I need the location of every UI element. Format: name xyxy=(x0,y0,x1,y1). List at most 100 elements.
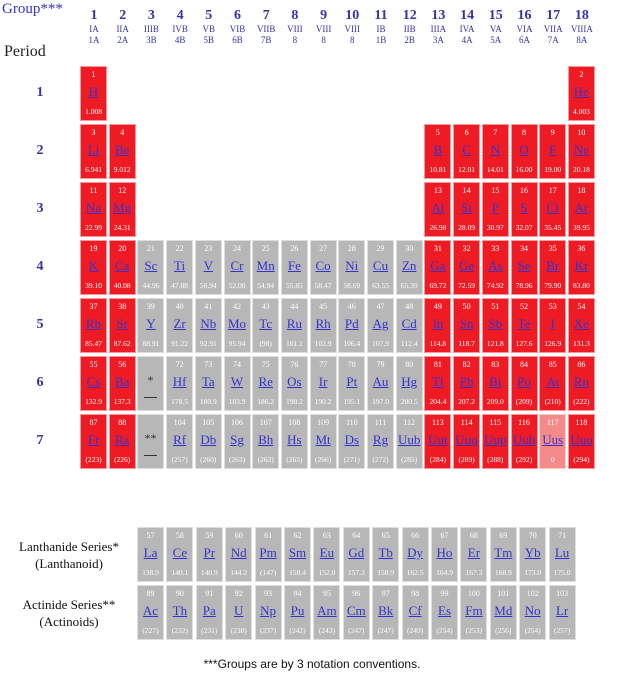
element-cell[interactable]: 96 Cm (247) xyxy=(342,585,370,640)
element-symbol-link[interactable]: K xyxy=(88,258,99,273)
element-cell[interactable]: 112 Uub (285) xyxy=(395,414,423,469)
element-cell[interactable]: 90 Th (232) xyxy=(166,585,194,640)
element-symbol-link[interactable]: Uus xyxy=(542,432,564,447)
element-symbol-link[interactable]: Bh xyxy=(258,432,274,447)
element-symbol-link[interactable]: Cf xyxy=(408,603,422,618)
element-symbol-link[interactable]: Cs xyxy=(86,374,101,389)
element-symbol-link[interactable]: Fe xyxy=(287,258,301,273)
element-cell[interactable]: 17 Cl 35.45 xyxy=(539,182,567,237)
element-symbol-link[interactable]: Ds xyxy=(344,432,360,447)
element-cell[interactable]: 99 Es (254) xyxy=(431,585,458,640)
element-cell[interactable]: 46 Pd 106.4 xyxy=(338,298,366,353)
element-cell[interactable]: 14 Si 28.09 xyxy=(453,182,481,237)
element-cell[interactable]: 64 Gd 157.3 xyxy=(342,527,370,582)
element-cell[interactable]: 92 U (238) xyxy=(225,585,253,640)
element-symbol-link[interactable]: Ru xyxy=(286,316,302,331)
element-symbol-link[interactable]: Mo xyxy=(227,316,247,331)
element-cell[interactable]: 7 N 14.01 xyxy=(481,124,509,179)
element-symbol-link[interactable]: Cd xyxy=(401,316,417,331)
element-cell[interactable]: 27 Co 58.47 xyxy=(309,240,337,295)
element-cell[interactable]: 108 Hs (265) xyxy=(280,414,308,469)
element-cell[interactable]: 83 Bi 209.0 xyxy=(481,356,509,411)
element-cell[interactable]: 10 Ne 20.18 xyxy=(567,124,595,179)
element-symbol-link[interactable]: Ca xyxy=(114,258,130,273)
element-symbol-link[interactable]: Rf xyxy=(173,432,187,447)
element-cell[interactable]: 22 Ti 47.88 xyxy=(166,240,194,295)
element-cell[interactable]: 68 Er 167.3 xyxy=(460,527,488,582)
element-cell[interactable]: 70 Yb 173.0 xyxy=(519,527,547,582)
element-symbol-link[interactable]: Pt xyxy=(346,374,358,389)
element-cell[interactable]: 6 C 12.01 xyxy=(453,124,481,179)
element-cell[interactable]: 78 Pt 195.1 xyxy=(338,356,366,411)
element-cell[interactable]: 116 Uuh (292) xyxy=(510,414,538,469)
element-symbol-link[interactable]: Uup xyxy=(484,432,507,447)
element-cell[interactable]: 39 Y 88.91 xyxy=(137,298,165,353)
element-symbol-link[interactable]: Uuq xyxy=(455,432,478,447)
element-cell[interactable]: 28 Ni 58.69 xyxy=(338,240,366,295)
element-symbol-link[interactable]: Cm xyxy=(346,603,366,618)
element-symbol-link[interactable]: Er xyxy=(467,545,481,560)
element-cell[interactable]: 41 Nb 92.91 xyxy=(194,298,222,353)
element-cell[interactable]: 15 P 30.97 xyxy=(481,182,509,237)
element-symbol-link[interactable]: Ag xyxy=(372,316,389,331)
element-cell[interactable]: 76 Os 190.2 xyxy=(280,356,308,411)
element-symbol-link[interactable]: Ar xyxy=(574,200,589,215)
element-symbol-link[interactable]: Lr xyxy=(555,603,569,618)
element-symbol-link[interactable]: Fr xyxy=(87,432,100,447)
element-symbol-link[interactable]: Br xyxy=(546,258,560,273)
element-symbol-link[interactable]: U xyxy=(233,603,244,618)
element-symbol-link[interactable]: Pm xyxy=(259,545,277,560)
element-cell[interactable]: 62 Sm 150.4 xyxy=(284,527,311,582)
element-symbol-link[interactable]: Nd xyxy=(230,545,247,560)
element-cell[interactable]: 53 I 126.9 xyxy=(539,298,567,353)
element-symbol-link[interactable]: Fm xyxy=(465,603,483,618)
element-cell[interactable]: 66 Dy 162.5 xyxy=(401,527,429,582)
element-symbol-link[interactable]: Ir xyxy=(318,374,328,389)
element-symbol-link[interactable]: Ti xyxy=(174,258,186,273)
element-cell[interactable]: 114 Uuq (289) xyxy=(453,414,481,469)
element-symbol-link[interactable]: Mt xyxy=(315,432,331,447)
element-cell[interactable]: 38 Sr 87.62 xyxy=(108,298,136,353)
element-symbol-link[interactable]: Db xyxy=(200,432,217,447)
element-cell[interactable]: 12 Mg 24.31 xyxy=(108,182,136,237)
element-cell[interactable]: 42 Mo 95.94 xyxy=(223,298,251,353)
element-symbol-link[interactable]: I xyxy=(550,316,555,331)
element-symbol-link[interactable]: Rn xyxy=(573,374,589,389)
element-symbol-link[interactable]: Au xyxy=(372,374,389,389)
element-symbol-link[interactable]: Kr xyxy=(574,258,589,273)
element-symbol-link[interactable]: Zn xyxy=(401,258,417,273)
element-symbol-link[interactable]: Re xyxy=(258,374,273,389)
element-cell[interactable]: 26 Fe 55.85 xyxy=(280,240,308,295)
element-cell[interactable]: 98 Cf (249) xyxy=(401,585,429,640)
element-cell[interactable]: 65 Tb 158.9 xyxy=(372,527,400,582)
element-cell[interactable]: 103 Lr (257) xyxy=(548,585,576,640)
element-cell[interactable]: 110 Ds (271) xyxy=(338,414,366,469)
element-symbol-link[interactable]: At xyxy=(546,374,560,389)
element-symbol-link[interactable]: Xe xyxy=(573,316,589,331)
element-symbol-link[interactable]: Si xyxy=(461,200,473,215)
element-cell[interactable]: 77 Ir 190.2 xyxy=(309,356,337,411)
element-symbol-link[interactable]: Tc xyxy=(259,316,273,331)
element-cell[interactable]: 86 Rn (222) xyxy=(567,356,595,411)
element-cell[interactable]: 89 Ac (227) xyxy=(137,585,164,640)
element-symbol-link[interactable]: Uuh xyxy=(512,432,536,447)
element-symbol-link[interactable]: Pb xyxy=(459,374,474,389)
element-cell[interactable]: 29 Cu 63.55 xyxy=(367,240,394,295)
element-cell[interactable]: 102 No (254) xyxy=(519,585,547,640)
element-cell[interactable]: 101 Md (256) xyxy=(489,585,517,640)
element-cell[interactable]: 54 Xe 131.3 xyxy=(567,298,595,353)
element-symbol-link[interactable]: Hg xyxy=(401,374,418,389)
element-cell[interactable]: 55 Cs 132.9 xyxy=(80,356,107,411)
element-cell[interactable]: 52 Te 127.6 xyxy=(510,298,538,353)
element-cell[interactable]: 2 He 4.003 xyxy=(567,66,595,121)
element-symbol-link[interactable]: F xyxy=(549,142,557,157)
element-symbol-link[interactable]: Tl xyxy=(432,374,444,389)
element-cell[interactable]: 44 Ru 101.1 xyxy=(280,298,308,353)
element-symbol-link[interactable]: P xyxy=(491,200,499,215)
element-cell[interactable]: 94 Pu (242) xyxy=(284,585,311,640)
element-cell[interactable]: 85 At (210) xyxy=(539,356,567,411)
element-cell[interactable]: 32 Ge 72.59 xyxy=(453,240,481,295)
element-symbol-link[interactable]: Zr xyxy=(173,316,186,331)
element-symbol-link[interactable]: Ho xyxy=(436,545,453,560)
element-cell[interactable]: 47 Ag 107.9 xyxy=(367,298,394,353)
